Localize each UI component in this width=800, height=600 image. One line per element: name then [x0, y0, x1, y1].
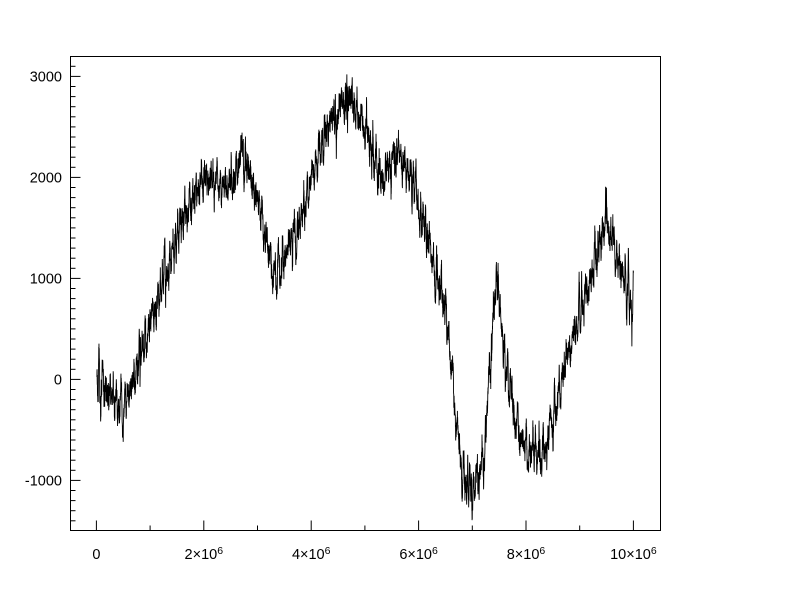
svg-text:0: 0 [54, 372, 62, 388]
svg-text:0: 0 [92, 547, 100, 563]
svg-text:1000: 1000 [30, 271, 62, 287]
svg-text:3000: 3000 [30, 69, 62, 85]
svg-text:10×106: 10×106 [610, 545, 657, 563]
svg-text:2000: 2000 [30, 170, 62, 186]
svg-text:-1000: -1000 [25, 473, 62, 489]
